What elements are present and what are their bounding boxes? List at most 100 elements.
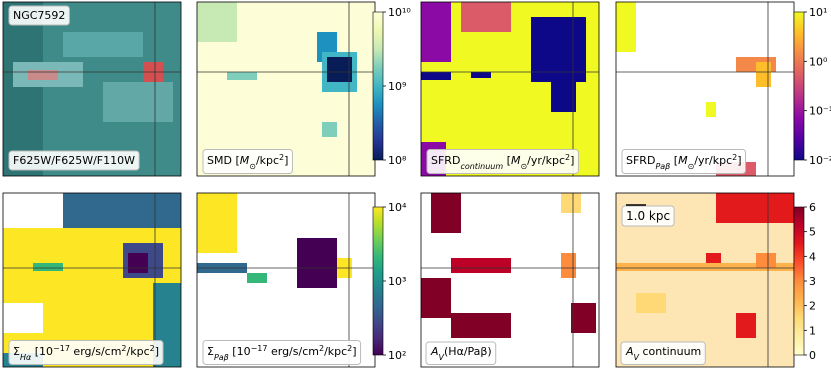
label-part: ]: [737, 154, 741, 167]
map-region: [551, 82, 576, 112]
map-panel: SFRDPaβ [M⊙/yr/kpc2]: [615, 1, 795, 177]
label-part: /kpc: [127, 345, 150, 358]
panel-label: AV(Hα/Paβ): [430, 345, 492, 362]
label-part: [10: [31, 345, 53, 358]
label-part: ⊙: [688, 162, 695, 171]
colorbar-tick-label: 5: [809, 226, 816, 239]
colorbar-tick-label: 10⁸: [388, 154, 407, 167]
label-part: /kpc: [324, 345, 347, 358]
map-background: [616, 2, 794, 176]
label-part: SFRD: [626, 154, 655, 167]
label-part: /yr/kpc: [527, 154, 565, 167]
colorbar: [793, 11, 805, 161]
map-region: [297, 238, 337, 288]
label-part: ]: [570, 154, 574, 167]
map-region: [327, 57, 352, 82]
scale-bar-text: 1.0 kpc: [626, 209, 670, 223]
label-box: [621, 149, 747, 174]
colorbar-tick-label: 0: [809, 349, 816, 362]
colorbar: [372, 206, 384, 356]
map-region: [421, 278, 451, 318]
map-region: [451, 258, 511, 273]
map-region: [421, 72, 451, 80]
map-panel: ΣPaβ [10−17 erg/s/cm2/kpc2]: [196, 192, 376, 368]
panel-label: SMD [M⊙/kpc2]: [207, 153, 288, 171]
map-region: [471, 72, 491, 78]
panel-label: SFRDcontinuum [M⊙/yr/kpc2]: [431, 153, 574, 171]
label-part: A: [625, 345, 634, 358]
label-box: [621, 205, 675, 227]
colorbar-tick-label: 10¹: [809, 6, 827, 19]
map-panel: SMD [M⊙/kpc2]: [196, 1, 376, 177]
map-region: [28, 70, 58, 80]
map-panel: AV continuum 1.0 kpc: [615, 192, 795, 368]
label-part: V: [634, 353, 640, 362]
colorbar-tick-label: 10⁹: [388, 80, 406, 93]
label-box: [426, 149, 579, 174]
map-region: [716, 193, 794, 223]
map-panel: AV(Hα/Paβ): [420, 192, 600, 368]
label-part: (Hα/Paβ): [444, 345, 492, 358]
panel-frame: [2, 192, 182, 368]
label-part: M: [511, 154, 521, 167]
colorbar-tick-label: 10³: [388, 275, 406, 288]
panel-name: NGC7592: [13, 9, 65, 22]
label-part: 2: [150, 344, 155, 353]
map-region: [756, 253, 776, 268]
label-box: [8, 5, 70, 26]
galaxy-name: NGC7592: [13, 9, 65, 22]
map-region: [322, 122, 337, 137]
map-region: [756, 62, 771, 87]
label-part: Hα: [20, 353, 32, 362]
map-region: [531, 17, 586, 82]
label-part: Paβ: [655, 162, 670, 171]
panel-frame: [420, 1, 600, 177]
label-part: F625W/F625W/F110W: [13, 154, 135, 167]
map-region: [63, 32, 143, 57]
label-part: M: [678, 154, 688, 167]
label-part: /kpc: [256, 154, 279, 167]
colorbar-tick-label: 6: [809, 201, 816, 214]
label-part: ]: [284, 154, 288, 167]
label-part: erg/s/cm: [70, 345, 121, 358]
label-part: −17: [53, 344, 70, 353]
label-part: V: [439, 353, 445, 362]
map-region: [197, 2, 237, 42]
colorbar: [793, 206, 805, 356]
label-part: SMD [: [207, 154, 240, 167]
colorbar-tick-label: 10¹⁰: [388, 6, 411, 19]
label-part: continuum: [639, 345, 701, 358]
label-part: [: [670, 154, 678, 167]
panel-label: ΣPaβ [10−17 erg/s/cm2/kpc2]: [207, 344, 357, 362]
label-part: 2: [732, 153, 737, 162]
map-region: [561, 253, 576, 278]
label-part: Σ: [207, 345, 214, 358]
map-region: [3, 2, 43, 176]
map-panel: F625W/F625W/F110W NGC7592: [2, 1, 182, 177]
label-part: 2: [347, 344, 352, 353]
map-region: [128, 253, 148, 273]
map-region: [103, 82, 173, 122]
label-part: 2: [565, 153, 570, 162]
colorbar-tick-label: 2: [809, 300, 816, 313]
colorbar-tick-label: 4: [809, 250, 816, 263]
panel-label: F625W/F625W/F110W: [13, 154, 135, 167]
label-part: [10: [229, 345, 251, 358]
label-part: /yr/kpc: [694, 154, 732, 167]
panel-label: SFRDPaβ [M⊙/yr/kpc2]: [626, 153, 742, 171]
map-region: [227, 72, 257, 80]
panel-label: AV continuum: [625, 345, 701, 362]
label-part: [: [503, 154, 511, 167]
map-region: [421, 2, 451, 62]
map-region: [571, 303, 596, 333]
label-part: −17: [251, 344, 268, 353]
map-region: [461, 2, 511, 32]
label-part: A: [430, 345, 439, 358]
label-box: [202, 340, 362, 365]
label-part: ⊙: [249, 162, 256, 171]
panel-label: ΣHα [10−17 erg/s/cm2/kpc2]: [13, 344, 159, 362]
colorbar-tick-label: 10⁴: [388, 201, 407, 214]
label-part: 2: [319, 344, 324, 353]
colorbar-tick-label: 10⁻²: [809, 154, 831, 167]
